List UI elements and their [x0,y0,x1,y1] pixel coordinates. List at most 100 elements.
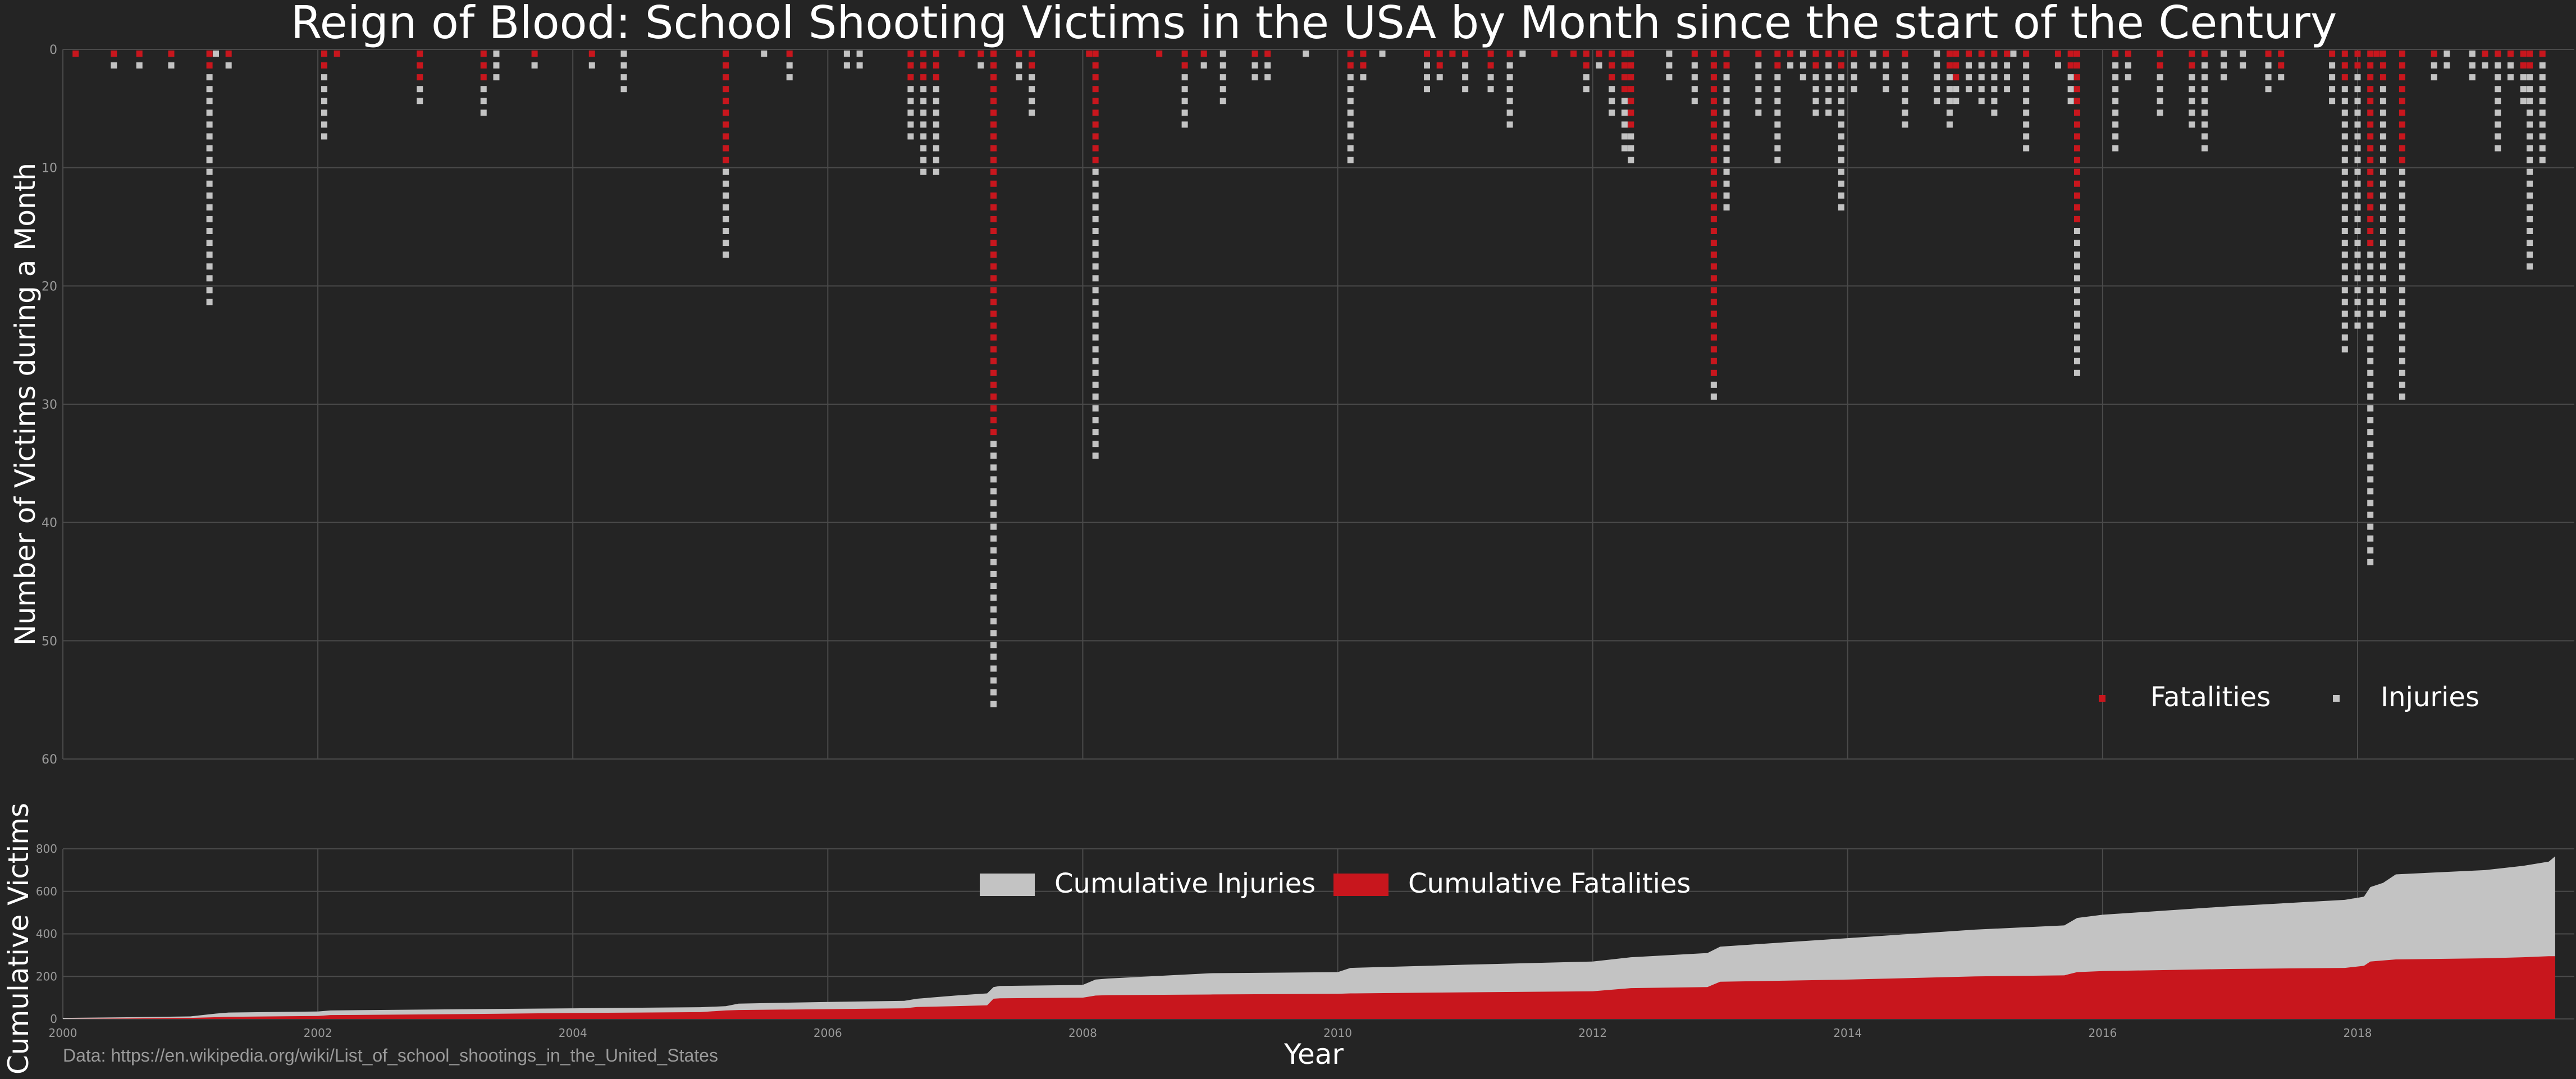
injury-point [1092,393,1099,400]
injury-point [990,677,997,684]
injury-point [1902,86,1908,93]
legend-cum-fatal-label: Cumulative Fatalities [1408,868,1691,899]
fatality-point [1628,51,1634,57]
injury-point [1838,145,1844,152]
injury-point [2495,133,2501,140]
scatter-y-tick-label: 10 [42,162,57,176]
injury-point [2073,252,2080,258]
injury-point [2341,299,2348,305]
injury-point [1092,275,1099,282]
injury-point [2023,86,2030,93]
injury-point [1946,74,1953,81]
injury-point [2520,74,2527,81]
injury-point [2379,180,2386,187]
injury-point [1787,62,1794,69]
injury-point [1723,109,1730,116]
fatality-point [1628,74,1634,81]
fatality-point [1812,51,1819,57]
fatality-point [2073,98,2080,104]
injury-point [1506,109,1513,116]
injury-point [2527,74,2533,81]
injury-point [1200,62,1207,69]
fatality-point [2367,157,2374,163]
injury-point [990,642,997,648]
injury-point [493,62,500,69]
injury-point [1029,86,1035,93]
fatality-point [1710,204,1717,211]
injury-point [2112,109,2119,116]
fatality-point [225,51,232,57]
injury-point [1181,98,1188,104]
injury-point [2379,168,2386,175]
fatality-point [1029,62,1035,69]
injury-point [2539,109,2546,116]
injury-point [2023,121,2030,128]
fatality-point [990,121,997,128]
injury-point [1583,74,1590,81]
injury-point [2112,62,2119,69]
fatality-point [1774,62,1781,69]
injury-point [723,192,729,199]
fatality-point [990,299,997,305]
injury-point [1691,74,1698,81]
fatality-point [2202,51,2208,57]
injury-point [136,62,143,69]
fatality-point [2367,109,2374,116]
injury-point [1029,98,1035,104]
injury-point [2399,346,2405,353]
fatality-point [2367,228,2374,234]
injury-point [1774,74,1781,81]
injury-point [206,98,213,104]
injury-point [2004,74,2011,81]
fatality-point [1621,86,1628,93]
injury-point [2354,192,2361,199]
fatality-point [2367,216,2374,222]
injury-point [920,86,927,93]
injury-point [2354,252,2361,258]
injury-point [2379,275,2386,282]
injury-point [1934,98,1940,104]
fatality-point [920,74,927,81]
injury-point [1220,74,1226,81]
injury-point [1029,109,1035,116]
injury-point [2379,145,2386,152]
injury-point [933,157,939,163]
injury-point [2495,74,2501,81]
fatality-point [2527,51,2533,57]
injury-point [2379,86,2386,93]
fatality-point [1838,51,1844,57]
injury-point [2073,275,2080,282]
injury-point [1092,299,1099,305]
injury-point [2367,334,2374,341]
area-x-tick-label: 2006 [814,1026,842,1040]
injury-point [990,701,997,707]
injury-point [786,74,793,81]
fatality-point [2399,133,2405,140]
injury-point [1965,86,1972,93]
fatality-point [1609,51,1615,57]
fatality-point [2073,157,2080,163]
injury-point [2367,535,2374,542]
injury-point [1991,74,1998,81]
fatality-point [2073,74,2080,81]
injury-point [1092,405,1099,412]
injury-point [1423,86,1430,93]
injury-point [1883,74,1889,81]
injury-point [920,157,927,163]
injury-point [1220,62,1226,69]
fatality-point [990,252,997,258]
injury-point [2367,476,2374,483]
fatality-point [1252,51,1258,57]
injury-point [321,109,327,116]
injury-point [2221,74,2227,81]
injury-point [2527,228,2533,234]
injury-point [531,62,538,69]
fatality-point [2373,51,2380,57]
fatality-point [2073,133,2080,140]
injury-point [2527,157,2533,163]
injury-point [2341,98,2348,104]
area-y-tick-label: 800 [36,842,57,856]
fatality-point [723,133,729,140]
injury-point [2354,240,2361,246]
injury-point [2469,51,2475,57]
